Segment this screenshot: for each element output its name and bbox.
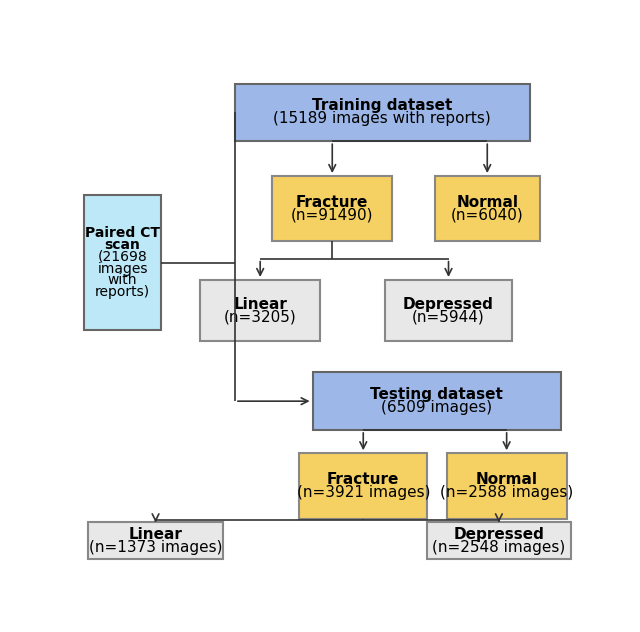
- FancyBboxPatch shape: [385, 280, 513, 341]
- Text: reports): reports): [95, 286, 150, 300]
- Text: Fracture: Fracture: [327, 472, 399, 487]
- Text: Normal: Normal: [456, 195, 518, 210]
- Text: (n=3205): (n=3205): [224, 310, 296, 325]
- Text: Normal: Normal: [476, 472, 538, 487]
- Text: (n=2548 images): (n=2548 images): [432, 540, 566, 555]
- Text: (n=3921 images): (n=3921 images): [296, 485, 430, 500]
- FancyBboxPatch shape: [200, 280, 320, 341]
- Text: Testing dataset: Testing dataset: [370, 387, 503, 402]
- FancyBboxPatch shape: [88, 523, 223, 559]
- Text: (n=1373 images): (n=1373 images): [89, 540, 222, 555]
- FancyBboxPatch shape: [235, 83, 529, 142]
- FancyBboxPatch shape: [312, 372, 561, 430]
- Text: (n=91490): (n=91490): [291, 208, 374, 222]
- FancyBboxPatch shape: [435, 176, 540, 241]
- Text: Linear: Linear: [233, 296, 287, 312]
- Text: images: images: [97, 262, 148, 276]
- FancyBboxPatch shape: [84, 195, 161, 330]
- FancyBboxPatch shape: [428, 523, 571, 559]
- FancyBboxPatch shape: [272, 176, 392, 241]
- Text: Fracture: Fracture: [296, 195, 369, 210]
- Text: Training dataset: Training dataset: [312, 99, 452, 113]
- Text: (n=5944): (n=5944): [412, 310, 485, 325]
- Text: (n=2588 images): (n=2588 images): [440, 485, 573, 500]
- FancyBboxPatch shape: [447, 453, 566, 519]
- Text: with: with: [108, 274, 138, 288]
- FancyBboxPatch shape: [300, 453, 428, 519]
- Text: (6509 images): (6509 images): [381, 400, 492, 415]
- Text: Depressed: Depressed: [454, 527, 545, 542]
- Text: (n=6040): (n=6040): [451, 208, 524, 222]
- Text: scan: scan: [105, 238, 141, 252]
- Text: Depressed: Depressed: [403, 296, 494, 312]
- Text: Linear: Linear: [129, 527, 182, 542]
- Text: Paired CT: Paired CT: [85, 226, 160, 240]
- Text: (15189 images with reports): (15189 images with reports): [273, 111, 491, 126]
- Text: (21698: (21698: [98, 250, 147, 264]
